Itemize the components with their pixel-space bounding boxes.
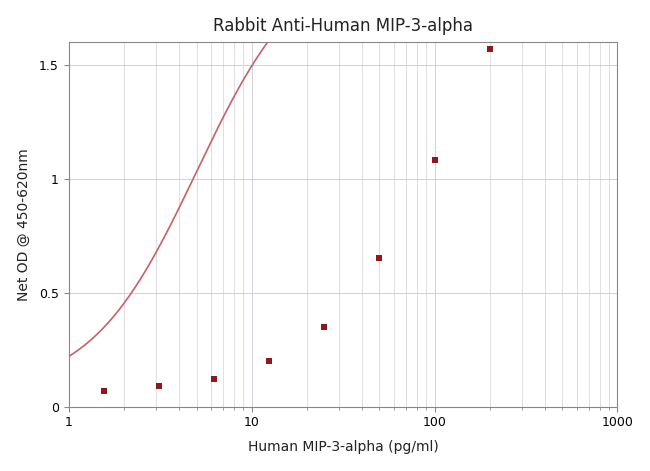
Y-axis label: Net OD @ 450-620nm: Net OD @ 450-620nm xyxy=(17,148,31,300)
X-axis label: Human MIP-3-alpha (pg/ml): Human MIP-3-alpha (pg/ml) xyxy=(248,440,439,455)
Title: Rabbit Anti-Human MIP-3-alpha: Rabbit Anti-Human MIP-3-alpha xyxy=(213,16,473,35)
